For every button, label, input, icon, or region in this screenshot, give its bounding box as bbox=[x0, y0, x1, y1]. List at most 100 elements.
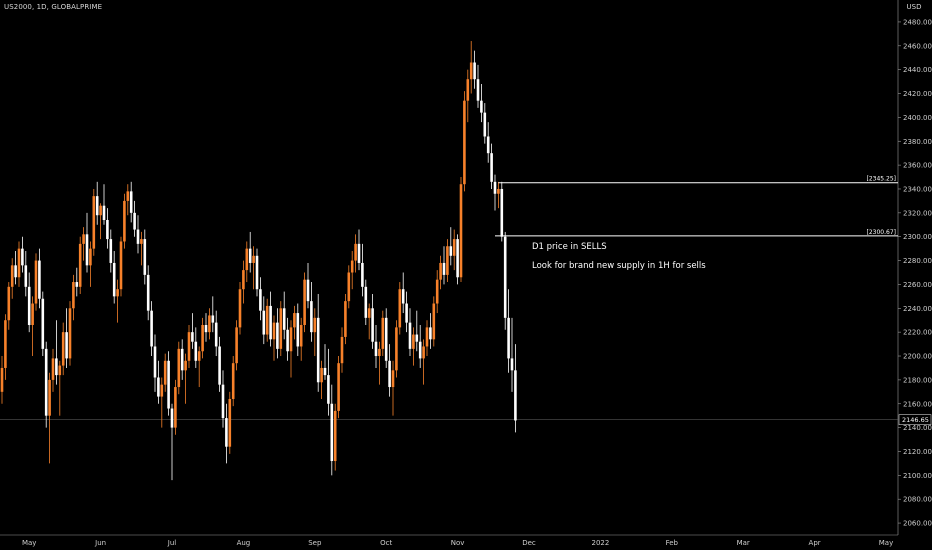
candle-body bbox=[21, 248, 24, 266]
candle-body bbox=[469, 62, 473, 80]
candle-body bbox=[296, 313, 300, 347]
time-tick-label: Apr bbox=[809, 539, 821, 547]
candle-body bbox=[503, 236, 507, 318]
time-tick-label: Dec bbox=[522, 539, 536, 547]
candle-body bbox=[384, 317, 388, 361]
candle-body bbox=[48, 379, 51, 416]
candle-body bbox=[303, 279, 306, 325]
candle-body bbox=[123, 200, 126, 242]
candle-body bbox=[364, 286, 368, 318]
candle-body bbox=[449, 246, 453, 256]
candle-body bbox=[486, 136, 490, 154]
candle-body bbox=[255, 255, 259, 290]
candle-body bbox=[245, 248, 249, 271]
candle-body bbox=[248, 248, 252, 263]
candle-body bbox=[157, 377, 160, 397]
candle-body bbox=[452, 239, 456, 256]
candle-body bbox=[191, 332, 194, 342]
price-tick-label: 2420.00 bbox=[903, 90, 932, 98]
candle-body bbox=[221, 384, 225, 419]
candle-body bbox=[78, 243, 82, 287]
candle-body bbox=[265, 305, 269, 335]
candle-body bbox=[279, 308, 283, 349]
candle-body bbox=[92, 196, 96, 249]
candle-body bbox=[507, 317, 510, 359]
candle-body bbox=[476, 79, 480, 101]
price-tick-label: 2100.00 bbox=[903, 472, 932, 480]
symbol-label[interactable]: US2000, 1D, GLOBALPRIME bbox=[4, 3, 103, 11]
time-tick-label: Feb bbox=[666, 539, 679, 547]
candle-body bbox=[65, 332, 68, 359]
price-tick-label: 2460.00 bbox=[903, 42, 932, 50]
candle-body bbox=[242, 270, 245, 290]
candle-body bbox=[493, 181, 497, 194]
candle-body bbox=[7, 286, 11, 321]
candle-body bbox=[395, 327, 398, 371]
candle-body bbox=[102, 205, 106, 220]
candle-body bbox=[408, 322, 412, 349]
time-tick-label: Sep bbox=[308, 539, 322, 547]
candle-body bbox=[44, 348, 48, 416]
candle-body bbox=[422, 346, 425, 359]
candle-body bbox=[327, 375, 330, 404]
candle-body bbox=[126, 191, 130, 201]
candle-body bbox=[204, 325, 208, 333]
time-tick-label: Nov bbox=[451, 539, 465, 547]
candle-body bbox=[347, 272, 351, 302]
candle-body bbox=[95, 196, 99, 216]
candle-body bbox=[432, 303, 436, 340]
level-label: [2345.25] bbox=[867, 176, 897, 183]
candle-body bbox=[463, 100, 466, 185]
candle-body bbox=[252, 255, 255, 263]
candle-body bbox=[0, 367, 4, 392]
candle-body bbox=[415, 334, 419, 342]
candle-body bbox=[41, 298, 45, 349]
price-tick-label: 2240.00 bbox=[903, 305, 932, 313]
candle-body bbox=[497, 188, 500, 194]
candle-body bbox=[367, 308, 371, 318]
time-tick-label: Jun bbox=[94, 539, 106, 547]
candle-body bbox=[310, 301, 313, 333]
candle-body bbox=[129, 191, 133, 213]
currency-label[interactable]: USD bbox=[906, 3, 922, 11]
candle-body bbox=[357, 243, 361, 263]
level-label: [2300.67] bbox=[867, 229, 897, 236]
candle-body bbox=[82, 234, 85, 244]
candle-body bbox=[68, 308, 72, 359]
price-tick-label: 2180.00 bbox=[903, 376, 932, 384]
price-tick-label: 2160.00 bbox=[903, 400, 932, 408]
candle-body bbox=[466, 79, 470, 101]
candle-body bbox=[398, 289, 402, 328]
candle-body bbox=[99, 205, 102, 216]
price-tick-label: 2280.00 bbox=[903, 257, 932, 265]
candle-body bbox=[27, 286, 31, 325]
last-price-label: 2146.65 bbox=[902, 416, 929, 424]
candle-body bbox=[225, 418, 228, 447]
candle-body bbox=[143, 239, 147, 275]
candle-body bbox=[459, 184, 463, 278]
price-tick-label: 2320.00 bbox=[903, 209, 932, 217]
candle-body bbox=[89, 248, 92, 266]
candle-body bbox=[10, 265, 14, 287]
candle-body bbox=[72, 282, 75, 309]
candle-body bbox=[55, 358, 58, 376]
candle-body bbox=[163, 360, 167, 385]
candle-body bbox=[378, 348, 381, 357]
candle-body bbox=[61, 332, 65, 366]
candle-body bbox=[140, 239, 143, 244]
candle-body bbox=[473, 62, 476, 80]
candle-body bbox=[109, 239, 113, 263]
price-tick-label: 2380.00 bbox=[903, 138, 932, 146]
candle-body bbox=[184, 360, 187, 371]
candle-body bbox=[17, 248, 21, 278]
candle-body bbox=[293, 313, 296, 328]
candle-body bbox=[153, 346, 157, 378]
candle-body bbox=[146, 274, 150, 311]
candle-body bbox=[34, 260, 38, 304]
candle-body bbox=[401, 289, 405, 304]
candle-body bbox=[228, 398, 232, 447]
candle-body bbox=[425, 327, 429, 347]
candle-body bbox=[170, 408, 174, 428]
